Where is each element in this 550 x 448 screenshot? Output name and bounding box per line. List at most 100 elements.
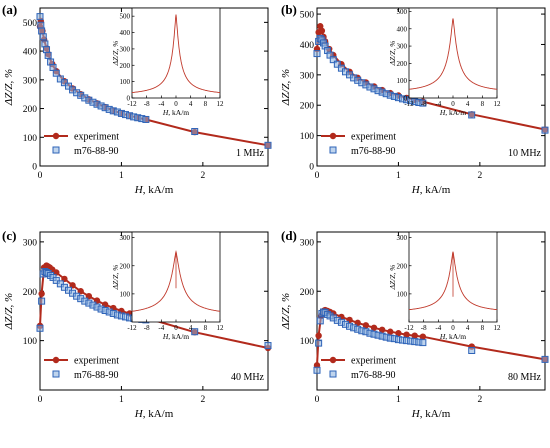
inset-y-tick-label: 500	[397, 8, 408, 16]
model-point	[315, 339, 323, 347]
model-point	[313, 50, 321, 58]
y-tick-label: 300	[23, 238, 38, 248]
x-tick-label: 2	[200, 171, 205, 181]
x-tick-label: 0	[315, 171, 320, 181]
inset-y-tick-label: 200	[397, 262, 408, 270]
model-point	[38, 297, 46, 305]
experiment-point	[38, 290, 45, 297]
x-axis-unit: , kA/m	[143, 408, 174, 420]
experiment-point	[315, 332, 322, 339]
inset-x-axis-label: H, kA/m	[162, 332, 189, 341]
model-point	[541, 126, 549, 134]
legend-model-marker	[52, 370, 60, 378]
x-tick-label: 2	[477, 395, 482, 405]
x-axis-label: H, kA/m	[134, 408, 174, 420]
x-tick-label: 2	[477, 171, 482, 181]
y-tick-label: 200	[300, 288, 315, 298]
x-tick-label: 0	[38, 395, 43, 405]
legend-experiment-label: experiment	[351, 356, 396, 367]
inset-x-tick-label: -8	[144, 100, 150, 108]
y-tick-label: 100	[23, 134, 38, 144]
model-point	[313, 366, 321, 374]
model-point	[264, 342, 272, 350]
legend-model-label: m76-88-90	[351, 146, 395, 157]
model-point	[36, 13, 44, 21]
x-axis-var: H	[411, 184, 421, 196]
inset-y-tick-label: 100	[397, 77, 408, 85]
legend-model-marker	[52, 146, 60, 154]
panel-label: (c)	[2, 228, 16, 243]
x-axis-var: H	[411, 408, 421, 420]
model-point	[41, 40, 49, 48]
inset: -12 -8 -4 0 4 8 12 100 200 300 H, kA/m ΔZ/Z, %	[111, 231, 224, 341]
inset-x-axis-var: H	[439, 108, 446, 117]
model-point	[44, 51, 52, 59]
inset-x-tick-label: -8	[421, 324, 427, 332]
model-point	[142, 115, 150, 123]
inset-x-tick-label: 4	[466, 324, 470, 332]
inset-x-tick-label: 12	[494, 324, 502, 332]
x-axis-unit: , kA/m	[420, 408, 451, 420]
inset-x-axis-unit: , kA/m	[168, 332, 189, 341]
inset-x-tick-label: -4	[435, 100, 441, 108]
y-axis-label: ΔZ/Z, %	[3, 69, 15, 106]
y-tick-label: 400	[23, 48, 38, 58]
experiment-point	[419, 333, 427, 340]
x-tick-label: 2	[200, 395, 205, 405]
model-point	[468, 111, 476, 119]
inset-x-tick-label: -8	[421, 100, 427, 108]
inset-x-tick-label: 0	[451, 100, 455, 108]
model-point	[56, 75, 64, 83]
x-tick-label: 0	[38, 171, 43, 181]
y-axis-label: ΔZ/Z, %	[280, 69, 292, 106]
inset-y-tick-label: 100	[397, 290, 408, 298]
frequency-label: 10 MHz	[508, 148, 542, 159]
inset-y-axis-label: ΔZ/Z, %	[111, 41, 120, 67]
inset-x-tick-label: -4	[158, 100, 164, 108]
inset: -12 -8 -4 0 4 8 12 0 100 200 300 400 500 H, kA/m ΔZ/Z,…	[111, 7, 225, 117]
inset-x-axis-unit: , kA/m	[168, 108, 189, 117]
model-point	[65, 82, 72, 90]
legend-experiment-marker	[329, 356, 337, 364]
inset-x-tick-label: -4	[435, 324, 441, 332]
inset-x-axis-unit: , kA/m	[445, 332, 466, 341]
y-tick-label: 400	[300, 41, 315, 51]
x-tick-label: 1	[396, 395, 401, 405]
legend-experiment-label: experiment	[351, 132, 396, 143]
inset-x-tick-label: 4	[189, 324, 193, 332]
inset-x-tick-label: -12	[404, 100, 414, 108]
inset-x-tick-label: -12	[127, 324, 137, 332]
inset-x-tick-label: 12	[217, 100, 225, 108]
y-tick-label: 200	[300, 102, 315, 112]
x-axis-var: H	[134, 184, 144, 196]
x-tick-label: 1	[119, 171, 124, 181]
experiment-point	[403, 331, 410, 338]
legend-model-label: m76-88-90	[74, 146, 118, 157]
inset-y-axis-label: ΔZ/Z, %	[388, 41, 397, 67]
inset-x-axis-label: H, kA/m	[162, 108, 189, 117]
inset-frame	[408, 7, 498, 99]
y-tick-label: 300	[300, 71, 315, 81]
x-tick-label: 1	[396, 171, 401, 181]
y-axis-label: ΔZ/Z, %	[280, 293, 292, 330]
experiment-point	[378, 326, 386, 333]
inset-y-tick-label: 100	[120, 78, 131, 86]
x-axis-unit: , kA/m	[420, 184, 451, 196]
model-point	[36, 324, 44, 332]
model-point	[329, 56, 337, 64]
legend-model-label: m76-88-90	[351, 370, 395, 381]
model-point	[419, 99, 427, 107]
model-point	[38, 27, 46, 35]
model-point	[52, 69, 60, 77]
experiment-point	[387, 328, 394, 335]
inset-y-tick-label: 300	[120, 234, 131, 242]
inset-y-tick-label: 100	[120, 290, 131, 298]
panel-label: (b)	[281, 2, 297, 17]
model-point	[191, 128, 199, 136]
inset-y-tick-label: 400	[397, 25, 408, 33]
experiment-point	[362, 322, 370, 329]
legend-experiment-label: experiment	[74, 356, 119, 367]
